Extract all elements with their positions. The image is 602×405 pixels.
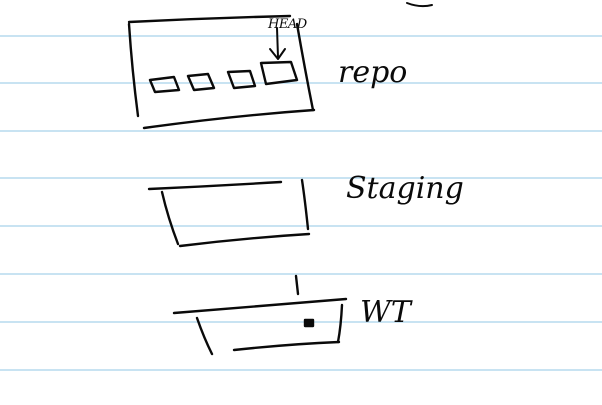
repo-label: repo (338, 55, 407, 90)
repo-box (127, 14, 316, 130)
repo-commit-3 (226, 69, 257, 90)
working-tree-file-mark (303, 318, 315, 328)
head-pointer-arrow (269, 27, 286, 60)
repo-commit-1 (148, 75, 181, 94)
staging-label: Staging (346, 171, 464, 206)
repo-commit-4-head (259, 60, 299, 86)
ruled-lines (0, 35, 602, 371)
repo-commit-2 (186, 72, 216, 92)
staging-area-box (147, 178, 311, 248)
working-tree-label: WT (360, 295, 413, 330)
working-tree-box (172, 274, 348, 356)
head-label: HEAD (267, 17, 308, 32)
stray-ink-stroke (406, 2, 433, 8)
